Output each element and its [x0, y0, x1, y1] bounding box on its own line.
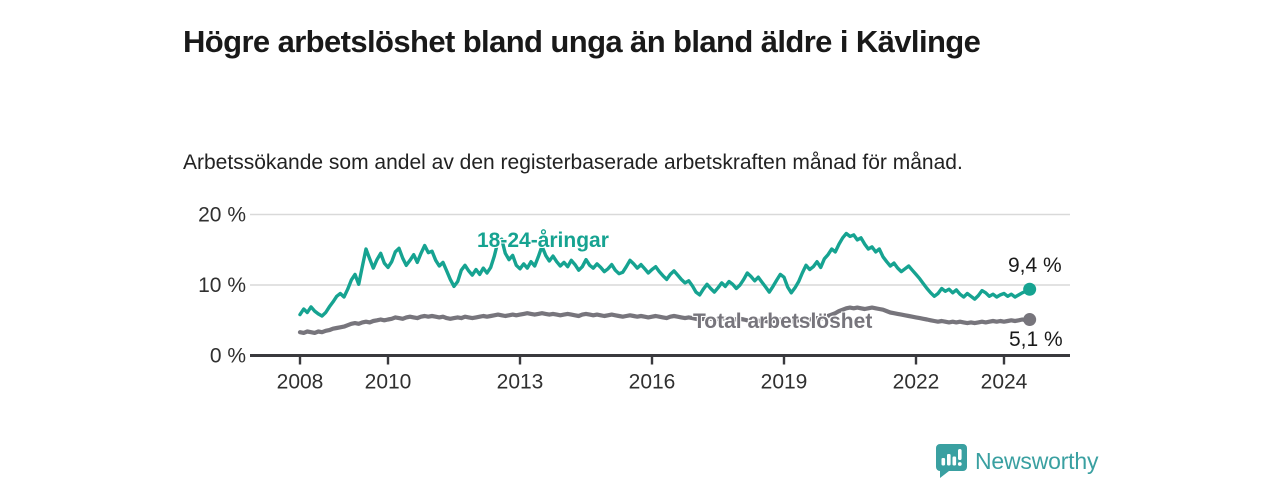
- series-end-dot-youth: [1023, 282, 1037, 296]
- end-value-youth: 9,4 %: [1008, 254, 1062, 277]
- y-tick-label: 10 %: [198, 274, 246, 297]
- chart-canvas: 0 % 10 % 20 % 2008 2010 2013 2016 2019 2022 2024: [198, 204, 1070, 394]
- y-tick-label: 20 %: [198, 204, 246, 227]
- chart-subtitle: Arbetssökande som andel av den registerb…: [183, 151, 963, 174]
- newsworthy-bar-chart-icon: [936, 444, 967, 478]
- series-label-youth: 18-24-åringar: [477, 229, 609, 252]
- x-tick-label: 2022: [893, 371, 940, 394]
- series-label-total: Total arbetslöshet: [693, 310, 873, 333]
- line-chart: 0 % 10 % 20 % 2008 2010 2013 2016 2019 2022 2024: [180, 195, 1100, 405]
- series-line-youth: [298, 231, 1032, 318]
- x-tick-label: 2008: [277, 371, 324, 394]
- series-line-total: [297, 305, 1032, 335]
- x-tick-label: 2016: [629, 371, 676, 394]
- brand-name: Newsworthy: [975, 447, 1099, 474]
- y-tick-label: 0 %: [210, 345, 246, 368]
- series-end-dot-total: [1023, 313, 1037, 327]
- x-tick-label: 2019: [761, 371, 808, 394]
- newsworthy-logo: Newsworthy: [936, 444, 1098, 478]
- x-tick-label: 2010: [365, 371, 412, 394]
- end-value-total: 5,1 %: [1009, 328, 1063, 351]
- x-tick-label: 2013: [497, 371, 544, 394]
- page-title: Högre arbetslöshet bland unga än bland ä…: [183, 23, 981, 59]
- x-tick-label: 2024: [981, 371, 1028, 394]
